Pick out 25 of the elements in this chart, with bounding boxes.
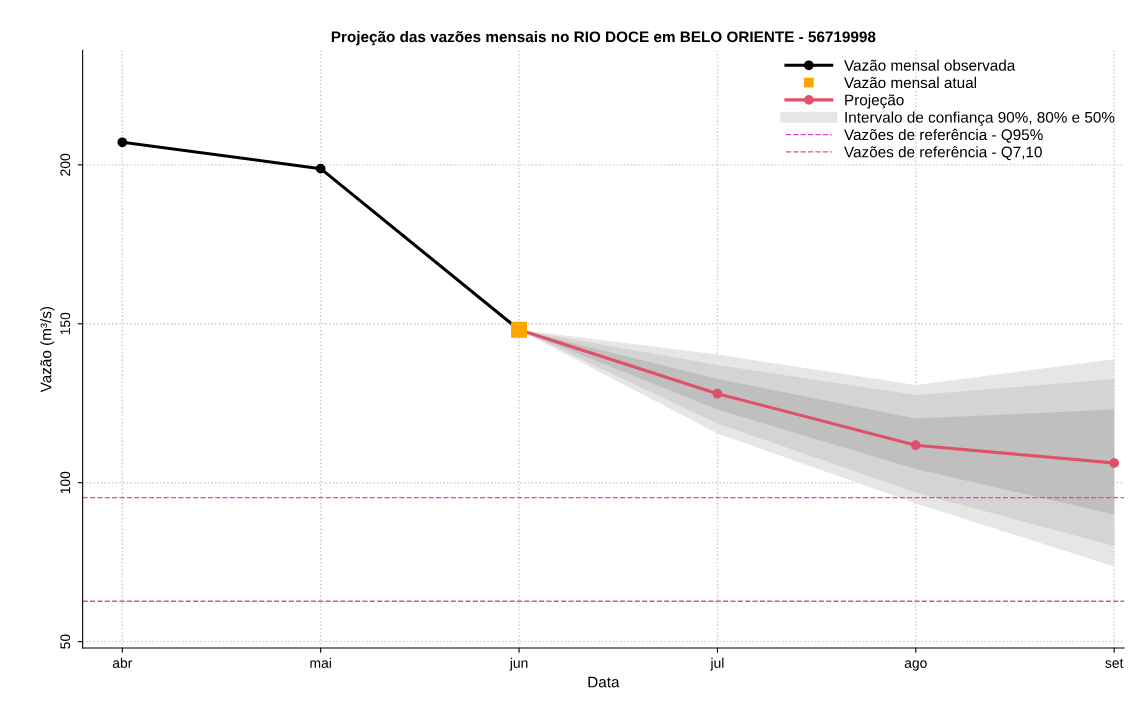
chart-title: Projeção das vazões mensais no RIO DOCE em BELO ORIENTE - 56719998 [331,31,876,46]
legend-label: Vazões de referência - Q95% [844,128,1043,143]
x-tick-label: ago [904,660,927,671]
x-axis-title: Data [588,676,620,688]
x-tick-label: set [1105,658,1124,668]
y-tick-label: 50 [60,634,71,649]
x-tick-label: mai [310,657,331,668]
legend-label: Projeção [845,94,904,109]
y-tick-label: 150 [60,312,71,335]
x-tick-label: abr [112,657,133,668]
legend-label: Vazão mensal observada [844,59,1016,71]
x-tick-label: jun [509,657,528,671]
x-tick-label: jul [710,657,724,671]
point [315,163,326,174]
point [1109,458,1120,468]
point [511,321,528,338]
legend-label: Vazão mensal atual [844,76,977,89]
legend-label: Vazões de referência - Q7,10 [844,146,1042,161]
y-axis-title: Vazão (m³/s) [40,306,55,393]
y-tick-label: 100 [60,471,71,494]
point [712,388,723,399]
y-tick-label: 200 [60,153,71,176]
legend-label: Intervalo de confiança 90%, 80% e 50% [845,111,1115,126]
point [117,137,128,148]
point [910,440,921,451]
